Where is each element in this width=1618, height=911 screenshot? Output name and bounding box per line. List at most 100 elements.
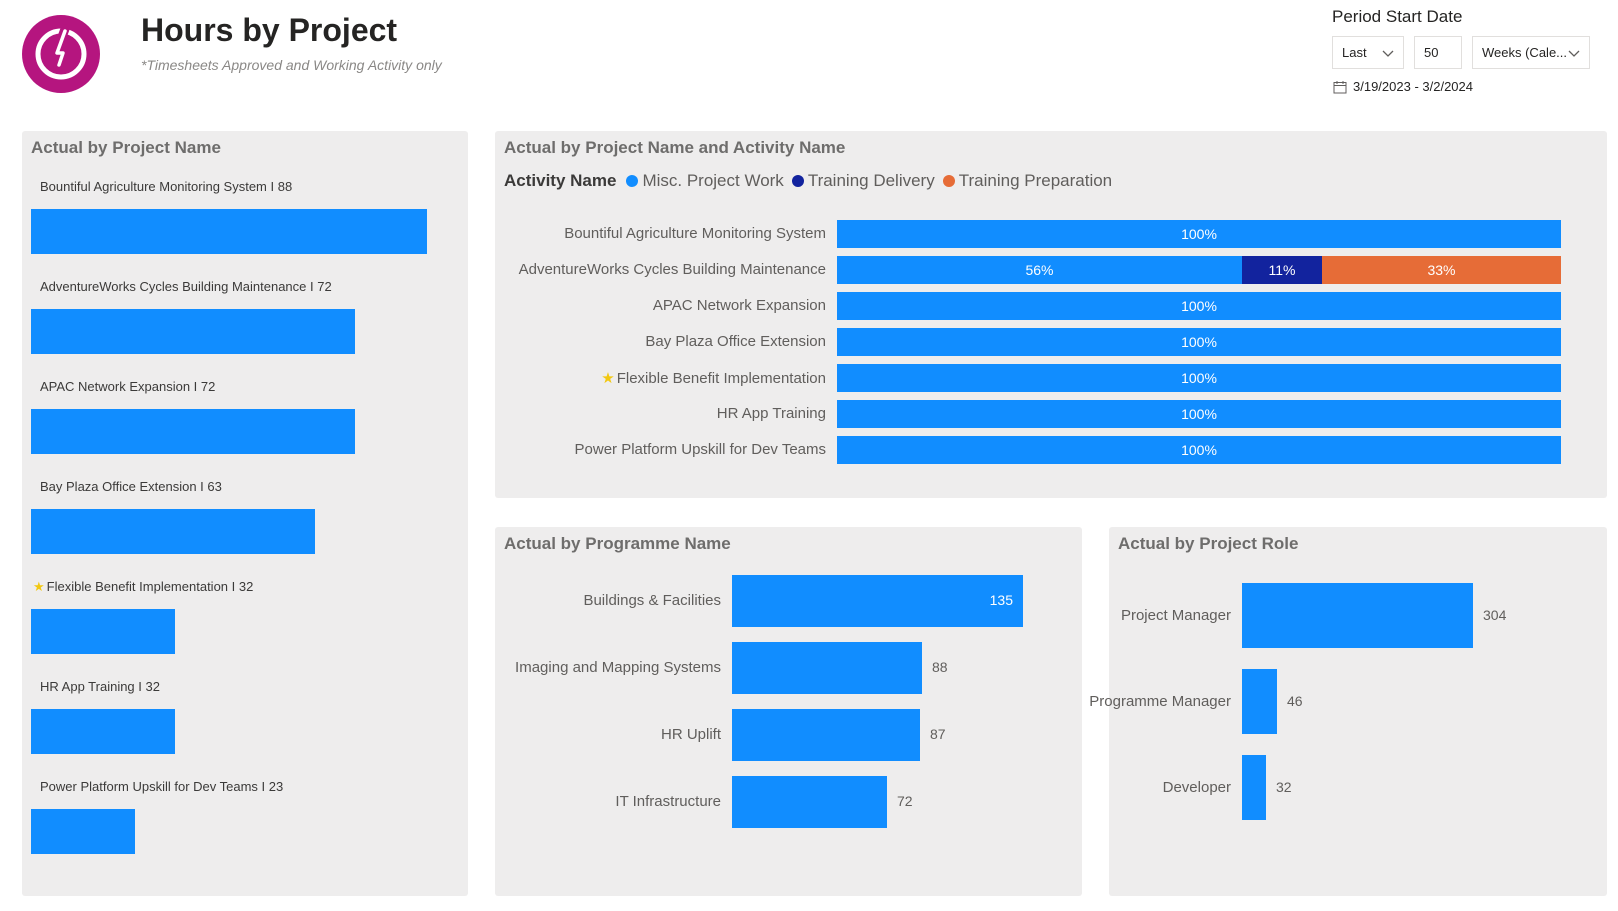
programme-bar: [732, 776, 887, 828]
project-name-label-text: HR App Training I 32: [40, 679, 160, 694]
programme-category-label: HR Uplift: [660, 726, 721, 743]
role-bar: [1242, 583, 1473, 648]
activity-category-label: ★ Flexible Benefit Implementation: [601, 369, 826, 387]
activity-category-label-text: Bay Plaza Office Extension: [645, 333, 826, 350]
activity-category-label: Bay Plaza Office Extension: [645, 333, 826, 350]
project-name-label: APAC Network Expansion I 72: [40, 379, 215, 394]
project-name-panel: Actual by Project Name Bountiful Agricul…: [22, 131, 468, 896]
programme-value-label: 88: [932, 659, 948, 675]
programme-panel: Actual by Programme Name Buildings & Fac…: [495, 527, 1082, 896]
page-title: Hours by Project: [141, 12, 398, 48]
legend-dot: [942, 175, 955, 187]
role-bar: [1242, 755, 1266, 820]
activity-panel-title: Actual by Project Name and Activity Name: [504, 138, 846, 157]
programme-category-label: Imaging and Mapping Systems: [515, 659, 721, 676]
project-name-label: Bountiful Agriculture Monitoring System …: [40, 179, 292, 194]
relative-mode-value: Last: [1342, 45, 1367, 60]
activity-bar-segment: 33%: [1322, 256, 1561, 284]
project-name-bar: [31, 809, 135, 854]
page-subtitle: *Timesheets Approved and Working Activit…: [141, 57, 442, 73]
legend-label: Training Delivery: [807, 171, 935, 190]
legend-dot: [626, 175, 639, 187]
project-name-bar: [31, 509, 315, 554]
project-name-bar: [31, 709, 175, 754]
project-name-bar: [31, 209, 427, 254]
period-unit-value: Weeks (Cale...: [1482, 45, 1568, 60]
project-name-label: Bay Plaza Office Extension I 63: [40, 479, 222, 494]
role-category-label: Project Manager: [1120, 606, 1231, 624]
activity-category-label-text: APAC Network Expansion: [652, 297, 826, 314]
role-category-label: Programme Manager: [1089, 692, 1231, 710]
activity-bar-segment: 100%: [837, 364, 1561, 392]
project-name-label-text: Bountiful Agriculture Monitoring System …: [40, 179, 293, 194]
activity-panel: Actual by Project Name and Activity Name…: [495, 131, 1607, 498]
role-panel: Actual by Project Role Project Manager 30…: [1089, 527, 1607, 896]
activity-bar-segment: 100%: [837, 436, 1561, 464]
programme-bar: [732, 709, 920, 761]
legend-item: Training Preparation: [942, 171, 1113, 191]
legend-label: Misc. Project Work: [642, 171, 784, 190]
chevron-down-icon: [1568, 50, 1580, 57]
project-name-label-text: AdventureWorks Cycles Building Maintenan…: [40, 279, 332, 294]
activity-category-label: APAC Network Expansion: [653, 297, 826, 314]
role-category-label: Developer: [1162, 778, 1231, 796]
activity-category-label: Power Platform Upskill for Dev Teams: [575, 441, 826, 458]
legend-title: Activity Name: [504, 171, 617, 190]
role-value-label: 304: [1483, 606, 1507, 623]
legend-label: Training Preparation: [958, 171, 1113, 190]
app-logo: [22, 15, 100, 93]
chevron-down-icon: [1382, 50, 1394, 57]
calendar-icon: [1333, 80, 1347, 93]
activity-category-label-text: HR App Training: [716, 405, 826, 422]
project-name-label-text: Bay Plaza Office Extension I 63: [40, 479, 222, 494]
period-count-input[interactable]: 50: [1414, 36, 1462, 69]
role-bar: [1242, 669, 1277, 734]
project-name-bar: [31, 409, 355, 454]
activity-bar-segment: 100%: [837, 328, 1561, 356]
programme-category-label: IT Infrastructure: [615, 793, 721, 810]
project-name-label: HR App Training I 32: [40, 679, 160, 694]
activity-bar-segment: 100%: [837, 220, 1561, 248]
project-name-label-text: APAC Network Expansion I 72: [40, 379, 216, 394]
role-value-label: 46: [1287, 692, 1303, 709]
project-name-label: AdventureWorks Cycles Building Maintenan…: [40, 279, 332, 294]
activity-bar-segment: 11%: [1242, 256, 1322, 284]
activity-category-label: AdventureWorks Cycles Building Maintenan…: [519, 261, 826, 278]
activity-legend: Activity Name Misc. Project Work Training…: [504, 171, 1120, 191]
activity-bar-segment: 56%: [837, 256, 1242, 284]
project-name-bar: [31, 309, 355, 354]
legend-dot: [791, 175, 804, 187]
activity-category-label-text: Flexible Benefit Implementation: [616, 370, 826, 387]
power-icon: [35, 24, 87, 80]
role-panel-title: Actual by Project Role: [1118, 534, 1299, 553]
project-name-panel-title: Actual by Project Name: [31, 138, 221, 157]
legend-item: Misc. Project Work: [626, 171, 784, 191]
programme-value-label: 87: [930, 726, 946, 742]
star-icon: ★: [33, 579, 45, 594]
activity-category-label-text: Power Platform Upskill for Dev Teams: [574, 441, 826, 458]
activity-category-label: Bountiful Agriculture Monitoring System: [564, 225, 826, 242]
legend-item: Training Delivery: [791, 171, 935, 191]
programme-value-label: 135: [989, 592, 1013, 608]
period-count-value: 50: [1424, 45, 1439, 60]
project-name-label: ★ Flexible Benefit Implementation I 32: [33, 579, 253, 595]
activity-bar-segment: 100%: [837, 292, 1561, 320]
project-name-label-text: Flexible Benefit Implementation I 32: [46, 579, 254, 594]
project-name-label: Power Platform Upskill for Dev Teams I 2…: [40, 779, 283, 794]
period-range: 3/19/2023 - 3/2/2024: [1333, 79, 1473, 94]
programme-panel-title: Actual by Programme Name: [504, 534, 731, 553]
activity-bar-segment: 100%: [837, 400, 1561, 428]
period-range-text: 3/19/2023 - 3/2/2024: [1353, 79, 1473, 94]
programme-bar: [732, 642, 922, 694]
star-icon: ★: [601, 370, 615, 387]
activity-category-label: HR App Training: [717, 405, 826, 422]
relative-mode-dropdown[interactable]: Last: [1332, 36, 1404, 69]
project-name-label-text: Power Platform Upskill for Dev Teams I 2…: [40, 779, 284, 794]
programme-category-label: Buildings & Facilities: [583, 592, 721, 609]
activity-category-label-text: AdventureWorks Cycles Building Maintenan…: [518, 261, 826, 278]
role-value-label: 32: [1276, 778, 1292, 795]
programme-bar: [732, 575, 1023, 627]
project-name-bar: [31, 609, 175, 654]
period-unit-dropdown[interactable]: Weeks (Cale...: [1472, 36, 1590, 69]
period-slicer-title: Period Start Date: [1332, 7, 1463, 26]
